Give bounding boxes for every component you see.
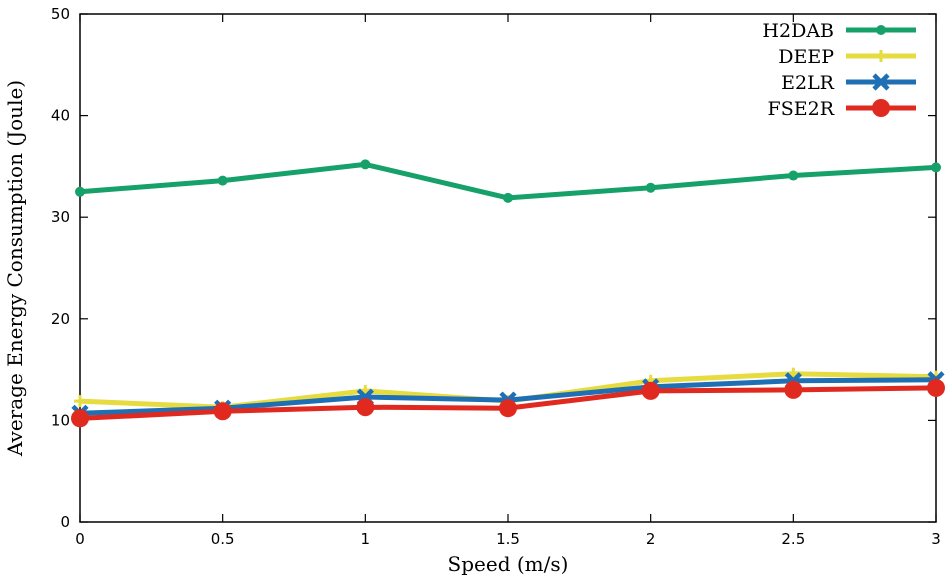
- legend-item-h2dab: H2DAB: [762, 20, 916, 42]
- series-line-h2dab: [79, 161, 937, 201]
- legend-marker-e2lr: [872, 73, 890, 91]
- data-point-h2dab: [503, 192, 513, 203]
- x-axis-title: Speed (m/s): [448, 552, 569, 576]
- data-point-h2dab: [931, 162, 941, 173]
- series-fse2r: [71, 378, 945, 428]
- legend-label-deep: DEEP: [778, 46, 834, 68]
- y-tick-label: 20: [51, 310, 70, 328]
- data-point-h2dab: [360, 159, 371, 170]
- legend: H2DAB DEEP E2LR FSE2R: [762, 20, 916, 120]
- legend-label-fse2r: FSE2R: [768, 98, 835, 120]
- data-point-fse2r: [71, 409, 89, 428]
- series-h2dab: [75, 159, 941, 203]
- x-tick-label: 3: [931, 530, 941, 548]
- legend-item-e2lr: E2LR: [781, 72, 916, 94]
- data-point-fse2r: [641, 381, 660, 400]
- legend-label-h2dab: H2DAB: [762, 20, 834, 42]
- data-point-fse2r: [356, 398, 375, 417]
- x-tick-label: 1: [361, 530, 371, 548]
- y-tick-label: 30: [51, 208, 70, 226]
- y-axis-title: Average Energy Consumption (Joule): [3, 80, 27, 457]
- data-point-fse2r: [499, 399, 517, 418]
- legend-marker-h2dab: [876, 25, 886, 35]
- data-point-fse2r: [213, 402, 232, 421]
- data-point-h2dab: [645, 182, 656, 193]
- y-tick-label: 50: [51, 5, 70, 23]
- x-tick-label: 0: [75, 530, 85, 548]
- legend-label-e2lr: E2LR: [781, 72, 835, 94]
- y-tick-label: 0: [60, 513, 70, 531]
- data-point-fse2r: [927, 378, 945, 397]
- data-point-h2dab: [788, 170, 799, 181]
- data-point-deep: [74, 395, 86, 408]
- data-point-fse2r: [784, 380, 803, 399]
- legend-item-deep: DEEP: [778, 46, 916, 68]
- data-point-h2dab: [217, 175, 228, 186]
- legend-item-fse2r: FSE2R: [768, 98, 916, 120]
- legend-marker-fse2r: [872, 99, 890, 117]
- y-tick-label: 10: [51, 411, 70, 429]
- x-tick-label: 0.5: [211, 530, 235, 548]
- legend-marker-deep: [875, 50, 887, 62]
- x-tick-label: 1.5: [496, 530, 520, 548]
- x-tick-label: 2.5: [781, 530, 805, 548]
- y-tick-label: 40: [51, 107, 70, 125]
- data-point-h2dab: [75, 186, 85, 197]
- x-tick-label: 2: [646, 530, 656, 548]
